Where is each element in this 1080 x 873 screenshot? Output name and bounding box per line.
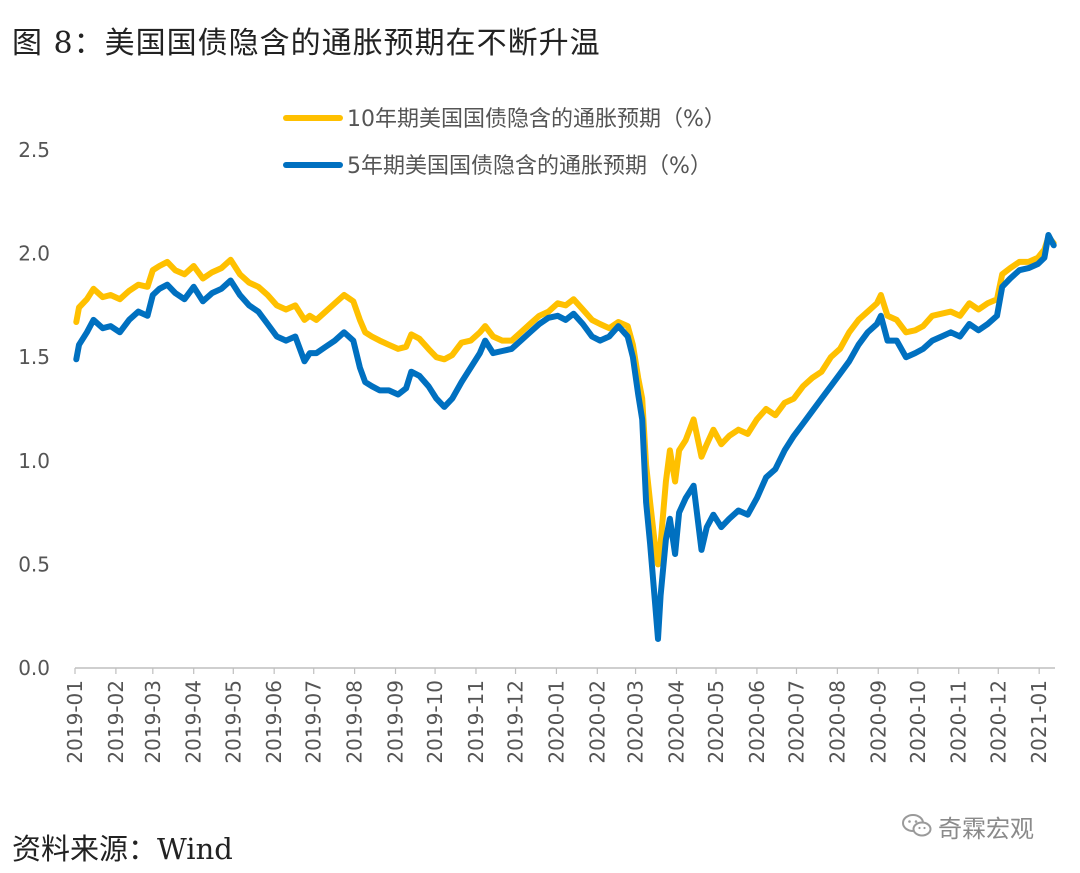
x-tick-label: 2020-02	[585, 680, 609, 764]
x-tick-label: 2019-12	[504, 680, 528, 764]
legend-label: 5年期美国国债隐含的通胀预期（%）	[347, 154, 712, 179]
y-tick-label: 1.5	[18, 345, 50, 369]
x-tick-label: 2020-10	[906, 680, 930, 764]
chart-legend: 10年期美国国债隐含的通胀预期（%） 5年期美国国债隐含的通胀预期（%）	[283, 107, 726, 179]
x-tick-label: 2019-08	[343, 680, 367, 764]
x-tick-label: 2020-04	[664, 680, 688, 764]
legend-label: 10年期美国国债隐含的通胀预期（%）	[347, 107, 726, 132]
x-tick-label: 2020-09	[866, 680, 890, 764]
x-tick-label: 2020-08	[825, 680, 849, 764]
x-tick-label: 2019-04	[182, 680, 206, 764]
y-axis: 0.0 0.5 1.0 1.5 2.0 2.5	[18, 138, 50, 680]
y-tick-label: 1.0	[18, 449, 50, 473]
x-tick-label: 2019-10	[423, 680, 447, 764]
y-tick-label: 2.0	[18, 242, 50, 266]
x-tick-label: 2019-06	[262, 680, 286, 764]
x-tick-label: 2019-03	[141, 680, 165, 764]
x-axis: 2019-01 2019-02 2019-03 2019-04 2019-05 2019-…	[63, 667, 1055, 764]
y-tick-label: 0.5	[18, 552, 50, 576]
x-tick-label: 2020-07	[784, 680, 808, 764]
watermark: 奇霖宏观	[902, 808, 1034, 844]
x-tick-label: 2019-11	[464, 680, 488, 764]
watermark-text: 奇霖宏观	[938, 814, 1034, 843]
x-tick-label: 2020-01	[544, 680, 568, 764]
y-tick-label: 0.0	[18, 656, 50, 680]
x-tick-label: 2019-07	[302, 680, 326, 764]
x-tick-label: 2019-02	[104, 680, 128, 764]
x-tick-label: 2019-09	[384, 680, 408, 764]
wechat-icon	[902, 813, 932, 839]
x-tick-label: 2019-01	[63, 680, 87, 764]
data-source-note: 资料来源：Wind	[12, 832, 233, 866]
x-tick-label: 2019-05	[221, 680, 245, 764]
x-tick-label: 2021-01	[1027, 680, 1051, 764]
x-tick-label: 2020-03	[624, 680, 648, 764]
x-tick-label: 2020-12	[986, 680, 1010, 764]
x-tick-label: 2020-11	[947, 680, 971, 764]
series-line-5y	[73, 232, 1057, 642]
x-tick-label: 2020-05	[704, 680, 728, 764]
x-tick-label: 2020-06	[745, 680, 769, 764]
series-layer	[73, 232, 1057, 642]
figure-title: 图 8：美国国债隐含的通胀预期在不断升温	[12, 26, 601, 61]
series-line-10y	[73, 234, 1057, 568]
y-tick-label: 2.5	[18, 138, 50, 162]
